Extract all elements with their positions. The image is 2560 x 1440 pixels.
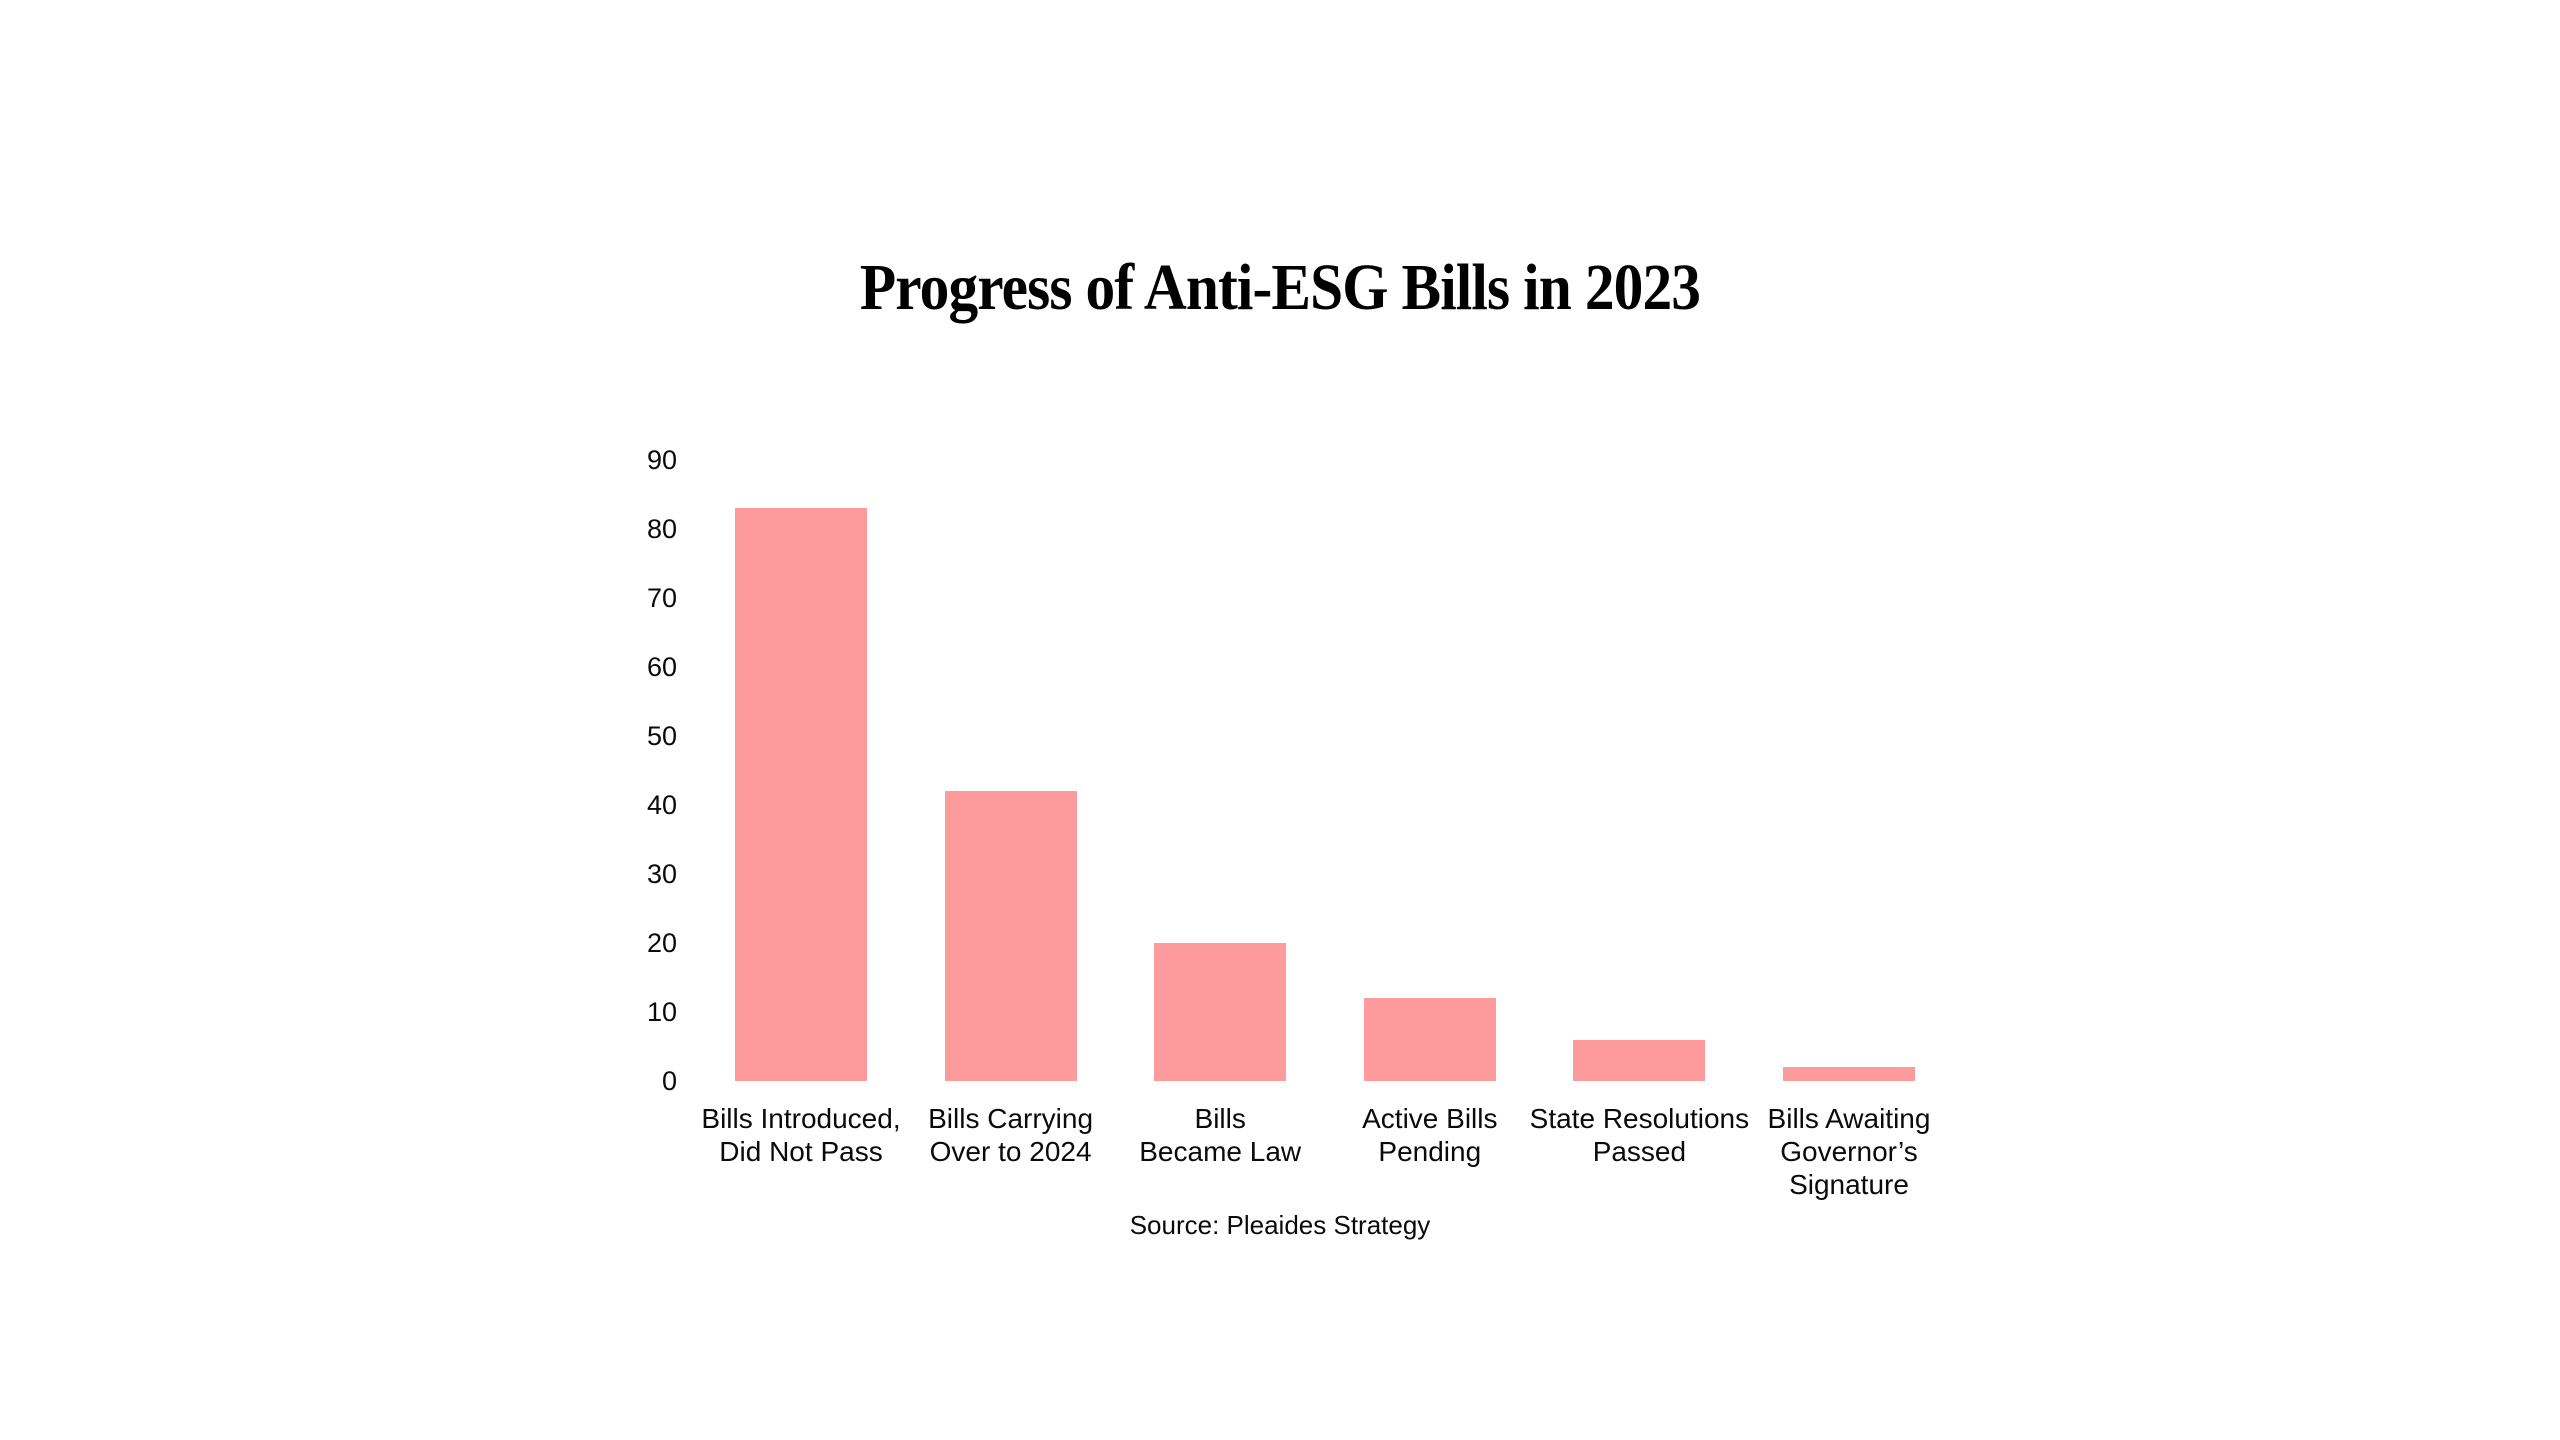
category-label-5: Bills Awaiting Governor’s Signature <box>1767 1103 1931 1200</box>
source-note: Source: Pleaides Strategy <box>1129 1210 1431 1240</box>
bar-5 <box>1783 1067 1915 1081</box>
category-label-1: Bills Carrying Over to 2024 <box>928 1103 1094 1167</box>
category-label-2: Bills Became Law <box>1139 1103 1302 1167</box>
y-tick-label-80: 80 <box>646 514 677 544</box>
y-tick-label-30: 30 <box>646 859 677 889</box>
y-tick-label-0: 0 <box>661 1066 677 1096</box>
y-tick-label-20: 20 <box>646 928 677 958</box>
category-label-4: State Resolutions Passed <box>1529 1103 1750 1167</box>
chart-title: Progress of Anti-ESG Bills in 2023 <box>859 251 1701 324</box>
bar-2 <box>1154 943 1287 1081</box>
bar-3 <box>1363 998 1496 1081</box>
y-tick-label-60: 60 <box>646 652 677 682</box>
category-label-3: Active Bills Pending <box>1362 1103 1498 1167</box>
y-tick-label-70: 70 <box>646 583 677 613</box>
y-tick-label-50: 50 <box>646 721 677 751</box>
y-tick-label-40: 40 <box>646 790 677 820</box>
category-label-0: Bills Introduced, Did Not Pass <box>701 1103 901 1167</box>
bar-4 <box>1573 1039 1706 1081</box>
y-tick-label-10: 10 <box>646 997 677 1027</box>
bar-0 <box>735 508 867 1081</box>
y-tick-label-90: 90 <box>646 445 677 475</box>
bar-1 <box>944 791 1077 1081</box>
